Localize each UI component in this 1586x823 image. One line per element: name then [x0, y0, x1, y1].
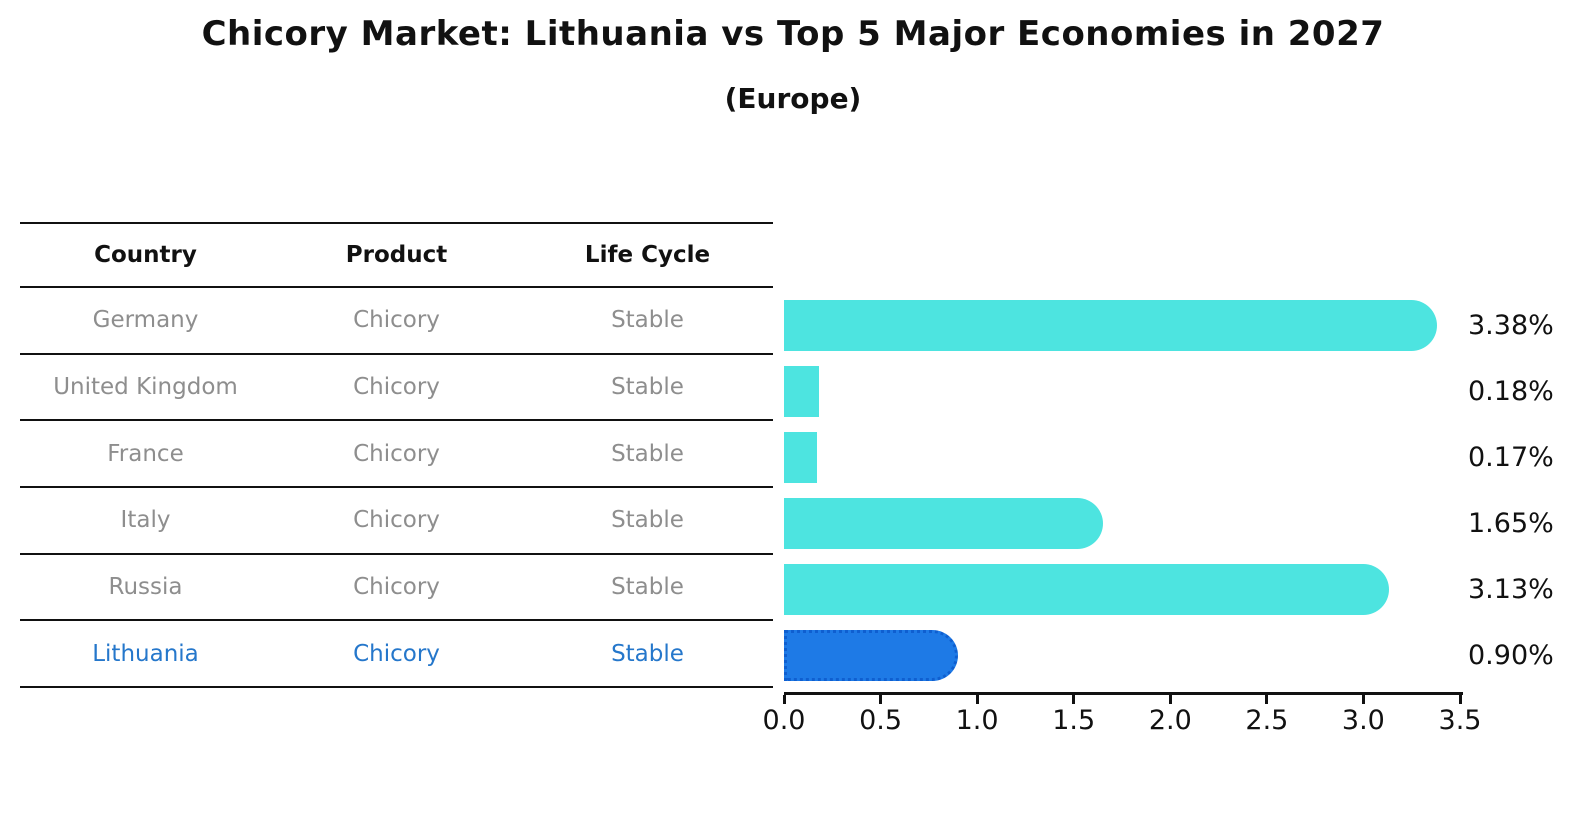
table-cell-life-cycle: Stable — [611, 507, 684, 534]
table-cell-life-cycle: Stable — [611, 574, 684, 601]
table-cell-country: Italy — [120, 507, 171, 534]
table-cell-product: Chicory — [353, 374, 440, 400]
bar-value-label: 3.13% — [1468, 573, 1554, 605]
value-row: 3.13% — [1468, 556, 1586, 622]
x-axis-line — [784, 692, 1463, 695]
table-cell-country: United Kingdom — [53, 374, 238, 400]
table-row: Lithuania Chicory Stable — [20, 621, 773, 689]
x-axis-tick-mark — [1265, 695, 1269, 704]
x-axis-tick-label: 3.5 — [1438, 705, 1482, 736]
x-axis-tick-label: 1.5 — [1052, 705, 1096, 736]
x-axis-tick-label: 0.5 — [859, 705, 903, 736]
table-header-life-cycle: Life Cycle — [584, 242, 711, 268]
bar-value-label: 0.90% — [1468, 639, 1554, 671]
value-row: 1.65% — [1468, 490, 1586, 556]
bar — [784, 431, 817, 483]
value-row: 0.18% — [1468, 358, 1586, 424]
bar-value-label: 1.65% — [1468, 507, 1554, 539]
value-row: 0.90% — [1468, 622, 1586, 688]
table-header-row: Country Product Life Cycle — [20, 224, 773, 288]
bar — [784, 563, 1389, 615]
bar-plot — [784, 292, 1460, 688]
table-row: United Kingdom Chicory Stable — [20, 355, 773, 422]
bar-row — [784, 358, 1460, 424]
table-row: Germany Chicory Stable — [20, 288, 773, 355]
table-header-country: Country — [94, 242, 197, 268]
x-axis-tick-label: 2.5 — [1245, 705, 1289, 736]
table-cell-product: Chicory — [353, 440, 440, 467]
x-axis-tick-mark — [1168, 695, 1172, 704]
table-row: Italy Chicory Stable — [20, 488, 773, 555]
x-axis-tick-mark — [1072, 695, 1076, 704]
x-axis-tick-label: 0.0 — [762, 705, 806, 736]
x-axis-tick-mark — [975, 695, 979, 704]
table-cell-life-cycle: Stable — [611, 307, 684, 334]
table-cell-country: Lithuania — [92, 640, 199, 667]
bar-row — [784, 490, 1460, 556]
bar-row — [784, 292, 1460, 358]
x-axis-tick-label: 1.0 — [955, 705, 999, 736]
bar-row — [784, 556, 1460, 622]
table-cell-country: France — [107, 440, 184, 467]
table-cell-life-cycle: Stable — [611, 440, 684, 467]
table-cell-life-cycle: Stable — [611, 374, 684, 400]
table-row: France Chicory Stable — [20, 421, 773, 489]
table-cell-life-cycle: Stable — [611, 640, 684, 667]
table-cell-product: Chicory — [353, 507, 440, 534]
x-axis-tick-label: 3.0 — [1341, 705, 1385, 736]
table-cell-product: Chicory — [353, 307, 440, 334]
bar-row — [784, 622, 1460, 688]
bar — [784, 497, 1103, 549]
x-axis-tick-mark — [782, 695, 786, 704]
chart-subtitle: (Europe) — [724, 82, 862, 115]
bar — [784, 365, 819, 417]
table-cell-product: Chicory — [353, 640, 440, 667]
bar — [784, 629, 958, 681]
table-cell-country: Russia — [108, 574, 183, 601]
x-axis-tick-mark — [1458, 695, 1462, 704]
x-axis-tick-mark — [1361, 695, 1365, 704]
table-header-product: Product — [345, 242, 448, 268]
x-axis-tick-label: 2.0 — [1148, 705, 1192, 736]
table-row: Russia Chicory Stable — [20, 555, 773, 622]
country-table: Country Product Life Cycle Germany Chico… — [20, 222, 773, 689]
x-axis-tick-mark — [879, 695, 883, 704]
value-row: 3.38% — [1468, 292, 1586, 358]
chart-title: Chicory Market: Lithuania vs Top 5 Major… — [201, 14, 1385, 54]
bar-value-label: 3.38% — [1468, 309, 1554, 341]
bar-value-label: 0.18% — [1468, 375, 1554, 407]
table-cell-country: Germany — [92, 307, 199, 334]
value-labels-column: 3.38% 0.18% 0.17% 1.65% 3.13% 0.90% — [1468, 292, 1586, 688]
bar-value-label: 0.17% — [1468, 441, 1554, 473]
bar — [784, 299, 1437, 351]
table-cell-product: Chicory — [353, 574, 440, 601]
bar-row — [784, 424, 1460, 490]
value-row: 0.17% — [1468, 424, 1586, 490]
